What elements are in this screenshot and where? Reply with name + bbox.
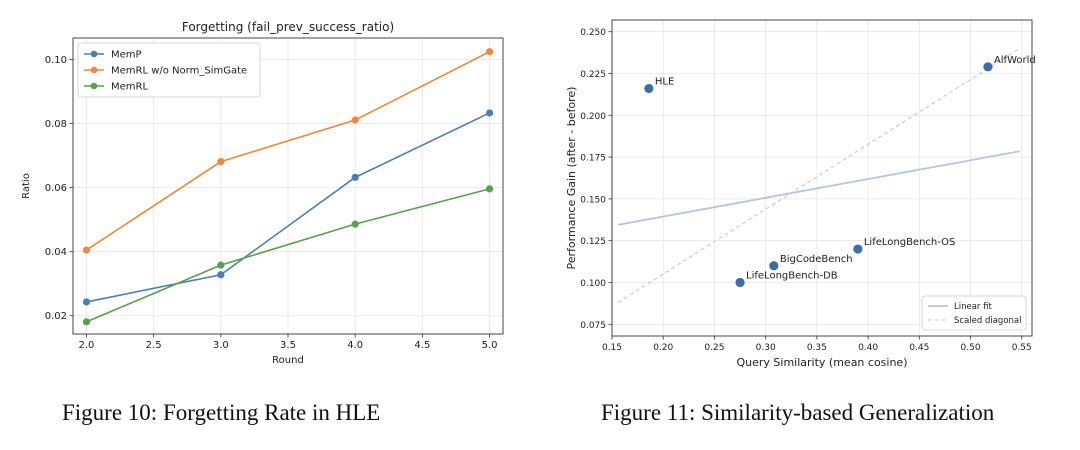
series-0-point — [82, 298, 91, 306]
similarity-ytick-label: 0.225 — [580, 70, 606, 80]
scatter-label-0: HLE — [655, 77, 674, 88]
series-2-point — [82, 318, 91, 326]
forgetting-xtick-label: 2.5 — [146, 340, 162, 351]
similarity-ytick-label: 0.150 — [580, 195, 606, 205]
series-0-point — [485, 109, 494, 117]
series-0-point — [217, 271, 225, 279]
forgetting-xtick-label: 2.0 — [78, 340, 94, 351]
similarity-xtick-label: 0.35 — [807, 343, 827, 353]
series-line-1 — [85, 51, 490, 251]
similarity-ylabel: Performance Gain (after - before) — [565, 87, 578, 270]
forgetting-xtick-label: 4.0 — [347, 340, 363, 351]
similarity-xtick-label: 0.40 — [858, 343, 878, 353]
similarity-xtick-label: 0.45 — [909, 343, 929, 353]
forgetting-ytick-label: 0.04 — [45, 247, 67, 258]
similarity-xtick-label: 0.30 — [756, 343, 776, 353]
scatter-label-1: AlfWorld — [994, 55, 1036, 66]
forgetting-ytick-label: 0.10 — [45, 55, 67, 66]
forgetting-xtick-label: 3.0 — [213, 340, 229, 351]
series-2-point — [351, 220, 359, 228]
scatter-label-4: LifeLongBench-DB — [746, 270, 838, 281]
forgetting-ytick-label: 0.02 — [45, 311, 67, 322]
scatter-point-4 — [735, 277, 745, 288]
forgetting-xtick-label: 4.5 — [414, 340, 430, 351]
forgetting-xlabel: Round — [272, 355, 304, 366]
legend-label-1: MemRL w/o Norm_SimGate — [111, 66, 247, 77]
scatter-point-3 — [769, 261, 779, 271]
similarity-plot-frame — [611, 19, 1033, 337]
forgetting-chart: 2.0 2.5 3.0 3.5 4.0 4.5 5.0 0.02 0.04 0.06 0.08 0.1… — [21, 20, 504, 366]
forgetting-ytick-label: 0.06 — [45, 183, 67, 194]
series-2-point — [485, 185, 494, 193]
legend-marker-0 — [90, 50, 98, 58]
similarity-ytick-label: 0.250 — [580, 28, 606, 38]
scatter-point-0 — [644, 83, 654, 94]
series-1-point — [351, 116, 359, 124]
scatter-point-1 — [983, 62, 993, 72]
series-2-point — [217, 261, 225, 269]
legend-marker-1 — [90, 66, 98, 74]
similarity-xtick-label: 0.20 — [653, 343, 673, 353]
forgetting-title: Forgetting (fail_prev_success_ratio) — [182, 20, 394, 34]
similarity-xlabel: Query Similarity (mean cosine) — [736, 356, 907, 369]
forgetting-plot-frame — [72, 37, 504, 335]
series-line-0 — [86, 112, 490, 303]
figure-11-caption: Figure 11: Similarity-based Generalizati… — [601, 400, 995, 425]
linear-fit-line — [617, 150, 1020, 226]
legend-label-0: MemP — [111, 50, 142, 61]
figure-10-caption: Figure 10: Forgetting Rate in HLE — [62, 400, 381, 425]
legend-entry-0: Linear fit — [954, 302, 992, 312]
similarity-xtick-label: 0.15 — [602, 343, 622, 353]
series-0-point — [351, 173, 359, 181]
scatter-label-2: LifeLongBench-OS — [864, 237, 956, 248]
similarity-xtick-label: 0.55 — [1012, 343, 1032, 353]
series-1-point — [485, 48, 494, 56]
similarity-xtick-label: 0.50 — [961, 343, 981, 353]
series-1-point — [217, 158, 225, 166]
legend-marker-2 — [90, 82, 98, 90]
figure-canvas: 2.0 2.5 3.0 3.5 4.0 4.5 5.0 0.02 0.04 0.06 0.08 0.1… — [21, 19, 1036, 369]
forgetting-xtick-label: 5.0 — [482, 340, 498, 351]
similarity-chart: 0.15 0.20 0.25 0.30 0.35 0.40 0.45 0.50 0.55 0.07… — [565, 19, 1036, 369]
scatter-label-3: BigCodeBench — [780, 254, 853, 265]
scaled-diagonal-line — [617, 47, 1021, 304]
similarity-ytick-label: 0.100 — [580, 279, 606, 289]
legend-entry-1: Scaled diagonal — [954, 316, 1022, 326]
series-1-point — [82, 246, 91, 254]
similarity-ytick-label: 0.200 — [580, 112, 606, 122]
similarity-ytick-label: 0.125 — [580, 237, 606, 247]
legend-label-2: MemRL — [111, 82, 148, 93]
similarity-xtick-label: 0.25 — [704, 343, 724, 353]
forgetting-xtick-label: 3.5 — [280, 340, 296, 351]
scatter-point-2 — [853, 244, 863, 254]
forgetting-ytick-label: 0.08 — [45, 119, 67, 130]
similarity-legend-box — [921, 295, 1027, 331]
similarity-ytick-label: 0.175 — [580, 154, 606, 164]
similarity-ytick-label: 0.075 — [580, 321, 606, 331]
series-line-2 — [86, 188, 490, 323]
forgetting-legend-box — [77, 42, 261, 98]
forgetting-ylabel: Ratio — [21, 173, 32, 199]
